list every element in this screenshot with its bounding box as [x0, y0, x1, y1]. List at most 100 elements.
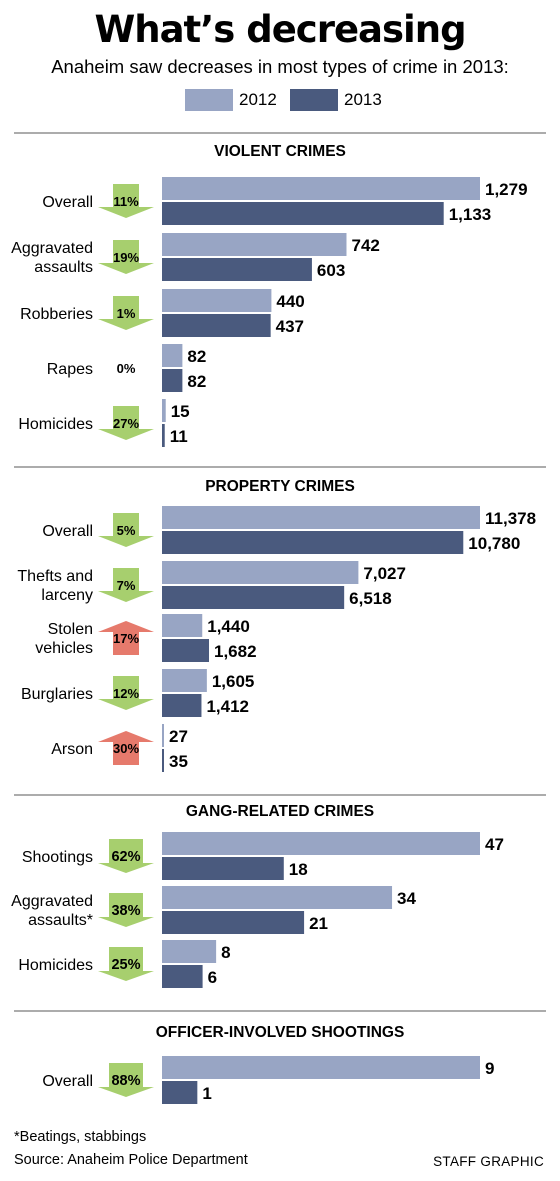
bar-2012 [162, 1056, 480, 1079]
value-label-2013: 1,682 [214, 642, 257, 661]
value-label-2012: 34 [397, 889, 416, 908]
percent-change: 30% [113, 741, 139, 756]
value-label-2012: 1,605 [212, 672, 255, 691]
value-label-2013: 35 [169, 752, 188, 771]
percent-change: 19% [113, 250, 139, 265]
percent-change: 88% [111, 1073, 140, 1089]
percent-change: 25% [111, 957, 140, 973]
value-label-2013: 6,518 [349, 589, 392, 608]
source-block: *Beatings, stabbings Source: Anaheim Pol… [14, 1126, 248, 1172]
bar-2012 [162, 940, 217, 963]
bar-2012 [162, 289, 272, 312]
legend: 2012 2013 [0, 88, 560, 112]
category-label: vehicles [35, 640, 93, 657]
percent-change: 1% [117, 306, 136, 321]
value-label-2013: 603 [317, 261, 345, 280]
bar-2013 [162, 639, 210, 662]
category-label: Homicides [18, 957, 93, 974]
bar-2012 [162, 399, 166, 422]
category-label: Stolen [48, 621, 93, 638]
value-label-2012: 440 [276, 292, 304, 311]
bar-2013 [162, 749, 164, 772]
bar-2013 [162, 1081, 198, 1104]
bar-2012 [162, 886, 393, 909]
percent-change: 11% [113, 194, 139, 209]
percent-change: 38% [111, 903, 140, 919]
bar-2013 [162, 857, 284, 880]
section-title: OFFICER-INVOLVED SHOOTINGS [156, 1024, 405, 1041]
value-label-2012: 47 [485, 835, 504, 854]
legend-item-2013: 2013 [290, 88, 382, 112]
value-label-2012: 9 [485, 1059, 494, 1078]
bar-2012 [162, 344, 183, 367]
bar-2013 [162, 314, 271, 337]
bar-2012 [162, 177, 480, 200]
section-title: VIOLENT CRIMES [214, 143, 346, 160]
bar-2013 [162, 911, 305, 934]
section-title: PROPERTY CRIMES [205, 478, 355, 495]
decrease-arrow-icon [98, 947, 154, 981]
bar-2012 [162, 832, 480, 855]
category-label: Overall [42, 1073, 93, 1090]
percent-change: 17% [113, 631, 139, 646]
value-label-2012: 742 [351, 236, 379, 255]
percent-change: 5% [117, 523, 136, 538]
category-label: Overall [42, 194, 93, 211]
value-label-2013: 10,780 [468, 534, 520, 553]
bar-2013 [162, 965, 203, 988]
footnote: *Beatings, stabbings [14, 1129, 147, 1145]
decrease-arrow-icon [98, 184, 154, 218]
category-label: Overall [42, 523, 93, 540]
percent-change: 62% [111, 849, 140, 865]
category-label: Rapes [47, 361, 93, 378]
staff-credit: STAFF GRAPHIC [433, 1154, 544, 1169]
category-label: Arson [51, 741, 93, 758]
decrease-arrow-icon [98, 676, 154, 710]
percent-change: 0% [117, 361, 136, 376]
value-label-2012: 1,279 [485, 180, 528, 199]
decrease-arrow-icon [98, 893, 154, 927]
category-label: Robberies [20, 306, 93, 323]
bar-2013 [162, 202, 444, 225]
decrease-arrow-icon [98, 839, 154, 873]
value-label-2012: 8 [221, 943, 230, 962]
section-title: GANG-RELATED CRIMES [186, 803, 374, 820]
legend-item-2012: 2012 [185, 88, 277, 112]
increase-arrow-icon [98, 621, 154, 655]
legend-swatch-2012 [185, 89, 233, 111]
source-note: Source: Anaheim Police Department [14, 1152, 248, 1168]
percent-change: 27% [113, 416, 139, 431]
value-label-2012: 1,440 [207, 617, 250, 636]
chart-subtitle: Anaheim saw decreases in most types of c… [51, 56, 509, 77]
increase-arrow-icon [98, 731, 154, 765]
value-label-2013: 18 [289, 860, 308, 879]
bar-2013 [162, 586, 345, 609]
value-label-2013: 1,133 [449, 205, 492, 224]
value-label-2012: 82 [187, 347, 206, 366]
category-label: assaults* [28, 912, 93, 929]
category-label: assaults [34, 259, 93, 276]
category-label: Burglaries [21, 686, 93, 703]
decrease-arrow-icon [98, 296, 154, 330]
decrease-arrow-icon [98, 513, 154, 547]
value-label-2013: 82 [187, 372, 206, 391]
category-label: Thefts and [17, 568, 93, 585]
value-label-2013: 437 [276, 317, 304, 336]
bar-2012 [162, 233, 347, 256]
value-label-2013: 1,412 [206, 697, 249, 716]
legend-label-2012: 2012 [239, 90, 277, 109]
legend-swatch-2013 [290, 89, 338, 111]
category-label: Aggravated [11, 893, 93, 910]
decrease-arrow-icon [98, 568, 154, 602]
bar-2012 [162, 506, 480, 529]
value-label-2012: 15 [171, 402, 190, 421]
decrease-arrow-icon [98, 1063, 154, 1097]
bar-2013 [162, 531, 464, 554]
value-label-2013: 11 [170, 427, 188, 446]
percent-change: 12% [113, 686, 139, 701]
value-label-2013: 6 [208, 968, 217, 987]
bar-2012 [162, 669, 207, 692]
value-label-2012: 7,027 [363, 564, 406, 583]
value-label-2013: 21 [309, 914, 328, 933]
